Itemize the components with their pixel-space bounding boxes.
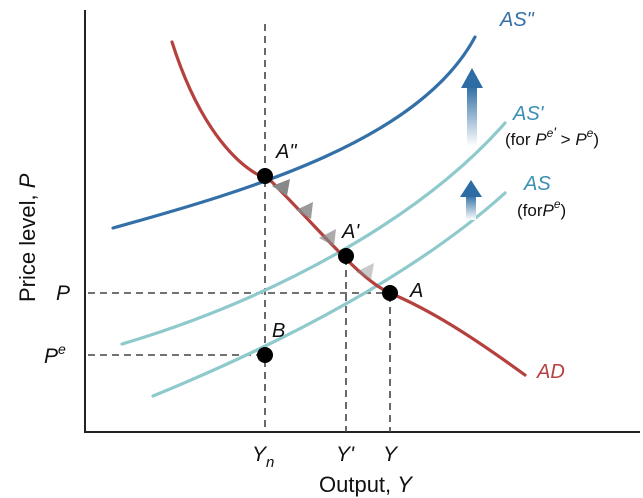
y-tick-label: Y [383,443,399,466]
as-double-prime-label: AS" [499,9,535,31]
adjustment-path-arrows [272,179,374,280]
path-arrow-icon [296,202,313,219]
point-a-prime-label: A' [341,221,360,243]
point-a-double-prime [257,168,273,184]
path-arrow-icon [319,229,336,246]
as-note: (forPe) [517,197,566,220]
y-axis-title: Price level, P [15,173,40,302]
shift-arrow-big-icon [461,68,483,146]
point-a [382,285,398,301]
as-label: AS [523,173,551,195]
ad-label: AD [536,361,565,383]
shift-arrow-small-icon [460,180,482,220]
as-prime-curve [120,121,507,346]
as-prime-note: (for Pe' > Pe) [505,124,599,149]
as-curve [151,191,507,398]
path-arrow-icon [272,179,290,196]
p-tick-label: P [56,282,70,305]
point-a-double-prime-label: A" [275,141,297,163]
yn-tick-label: Yn [252,443,274,471]
y-prime-tick-label: Y' [336,443,355,466]
point-a-prime [338,248,354,264]
point-b [257,347,273,363]
as-double-prime-curve [111,35,477,230]
point-a-label: A [409,280,423,302]
point-b-label: B [272,320,285,342]
x-axis-title: Output, Y [319,472,413,497]
path-arrow-icon [356,263,374,280]
ad-curve [170,40,527,377]
as-prime-label: AS' [512,103,545,125]
pe-tick-label: Pe [44,341,66,368]
